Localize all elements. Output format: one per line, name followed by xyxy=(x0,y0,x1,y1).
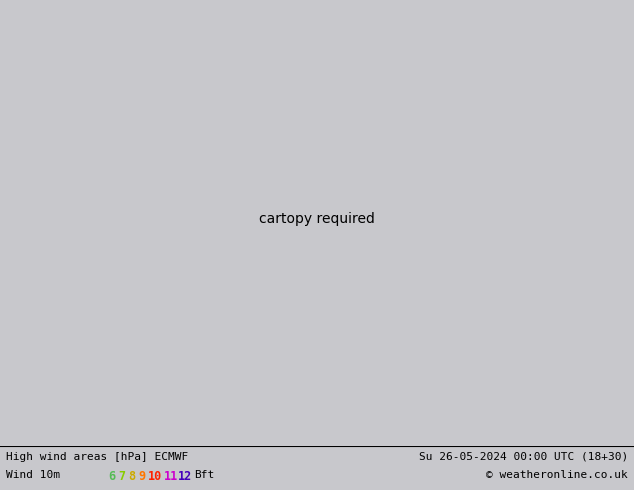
Text: 11: 11 xyxy=(164,470,178,483)
Text: 9: 9 xyxy=(138,470,145,483)
Text: © weatheronline.co.uk: © weatheronline.co.uk xyxy=(486,470,628,480)
Text: Su 26-05-2024 00:00 UTC (18+30): Su 26-05-2024 00:00 UTC (18+30) xyxy=(418,452,628,462)
Text: 6: 6 xyxy=(108,470,115,483)
Text: Bft: Bft xyxy=(194,470,214,480)
Text: 7: 7 xyxy=(118,470,125,483)
Text: 12: 12 xyxy=(178,470,192,483)
Text: High wind areas [hPa] ECMWF: High wind areas [hPa] ECMWF xyxy=(6,452,188,462)
Text: 10: 10 xyxy=(148,470,162,483)
Text: cartopy required: cartopy required xyxy=(259,212,375,226)
Text: 8: 8 xyxy=(128,470,135,483)
Text: Wind 10m: Wind 10m xyxy=(6,470,60,480)
